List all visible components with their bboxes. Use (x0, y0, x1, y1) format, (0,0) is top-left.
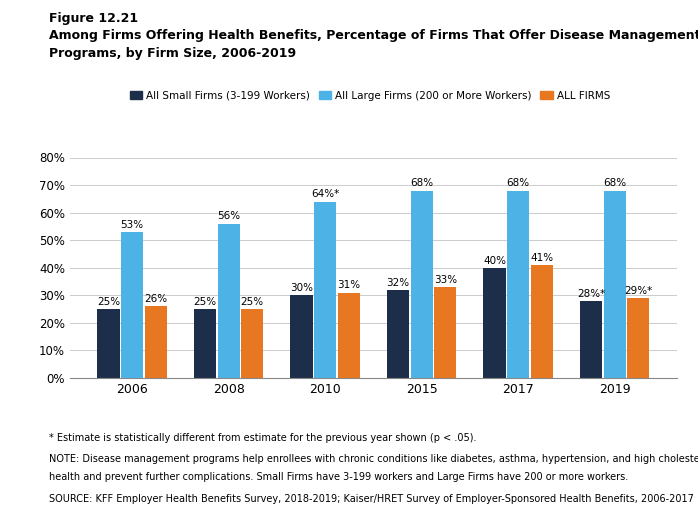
Bar (484, 268, 505, 378)
Text: 64%*: 64%* (311, 190, 339, 200)
Bar (314, 202, 336, 378)
Text: 56%: 56% (217, 212, 240, 222)
Text: 31%: 31% (337, 280, 360, 290)
Text: 30%: 30% (290, 283, 313, 293)
Text: 40%: 40% (483, 256, 506, 266)
Bar (98, 309, 119, 378)
Bar (434, 287, 456, 378)
Bar (387, 290, 409, 378)
Text: health and prevent further complications. Small Firms have 3-199 workers and Lar: health and prevent further complications… (49, 472, 628, 482)
Bar (604, 191, 626, 378)
Text: 32%: 32% (387, 278, 410, 288)
Bar (507, 191, 529, 378)
Text: 25%: 25% (241, 297, 264, 307)
Text: 33%: 33% (433, 275, 457, 285)
Bar (144, 306, 167, 378)
Bar (121, 232, 143, 378)
Legend: All Small Firms (3-199 Workers), All Large Firms (200 or More Workers), ALL FIRM: All Small Firms (3-199 Workers), All Lar… (126, 87, 614, 105)
Text: Programs, by Firm Size, 2006-2019: Programs, by Firm Size, 2006-2019 (49, 47, 296, 60)
Text: 68%: 68% (603, 178, 626, 188)
Bar (338, 292, 360, 378)
Bar (290, 295, 313, 378)
Text: Among Firms Offering Health Benefits, Percentage of Firms That Offer Disease Man: Among Firms Offering Health Benefits, Pe… (49, 29, 698, 42)
Text: 68%: 68% (410, 178, 433, 188)
Text: Figure 12.21: Figure 12.21 (49, 12, 138, 25)
Text: 26%: 26% (144, 294, 168, 304)
Text: 68%: 68% (507, 178, 530, 188)
Text: NOTE: Disease management programs help enrollees with chronic conditions like di: NOTE: Disease management programs help e… (49, 454, 698, 464)
Text: 53%: 53% (121, 220, 144, 230)
Text: 25%: 25% (193, 297, 216, 307)
Text: 29%*: 29%* (624, 286, 653, 296)
Text: * Estimate is statistically different from estimate for the previous year shown : * Estimate is statistically different fr… (49, 433, 476, 443)
Bar (628, 298, 649, 378)
Text: 25%: 25% (97, 297, 120, 307)
Bar (194, 309, 216, 378)
Bar (530, 265, 553, 378)
Text: SOURCE: KFF Employer Health Benefits Survey, 2018-2019; Kaiser/HRET Survey of Em: SOURCE: KFF Employer Health Benefits Sur… (49, 494, 694, 503)
Bar (242, 309, 263, 378)
Bar (410, 191, 433, 378)
Bar (580, 301, 602, 378)
Text: 28%*: 28%* (577, 289, 605, 299)
Text: 41%: 41% (530, 253, 554, 263)
Bar (218, 224, 239, 378)
